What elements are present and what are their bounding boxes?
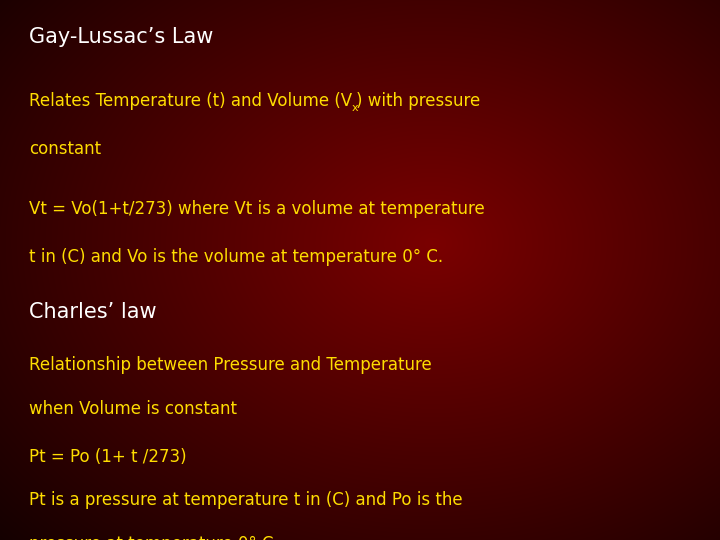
Text: ) with pressure: ) with pressure	[356, 92, 480, 110]
Text: t in (C) and Vo is the volume at temperature 0° C.: t in (C) and Vo is the volume at tempera…	[29, 248, 443, 266]
Text: pressure at temperature 0° C.: pressure at temperature 0° C.	[29, 535, 279, 540]
Text: x: x	[352, 103, 359, 113]
Text: Gay-Lussac’s Law: Gay-Lussac’s Law	[29, 27, 213, 47]
Text: when Volume is constant: when Volume is constant	[29, 400, 237, 417]
Text: Charles’ law: Charles’ law	[29, 302, 156, 322]
Text: constant: constant	[29, 140, 101, 158]
Text: Vt = Vo(1+t/273) where Vt is a volume at temperature: Vt = Vo(1+t/273) where Vt is a volume at…	[29, 200, 485, 218]
Text: Relationship between Pressure and Temperature: Relationship between Pressure and Temper…	[29, 356, 431, 374]
Text: Pt = Po (1+ t /273): Pt = Po (1+ t /273)	[29, 448, 186, 466]
Text: Pt is a pressure at temperature t in (C) and Po is the: Pt is a pressure at temperature t in (C)…	[29, 491, 462, 509]
Text: Relates Temperature (t) and Volume (V: Relates Temperature (t) and Volume (V	[29, 92, 352, 110]
